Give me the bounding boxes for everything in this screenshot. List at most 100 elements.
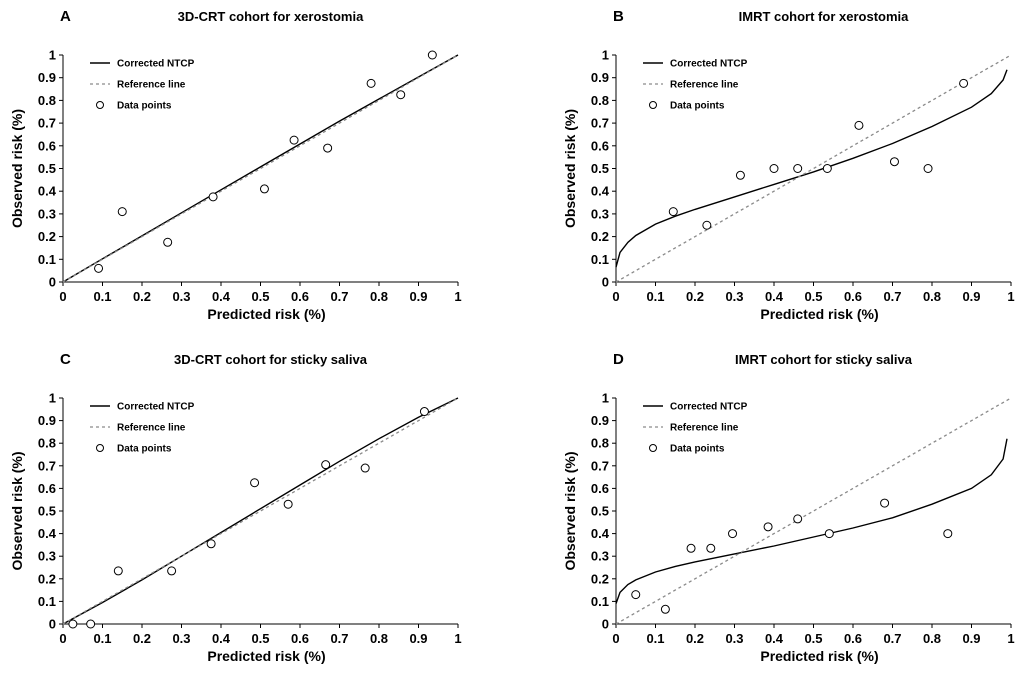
x-tick-label: 0.1 [646, 631, 664, 646]
chart-panel-c: C 3D-CRT cohort for sticky saliva 00 0.1 0.1… [9, 351, 462, 664]
x-tick-label: 0 [59, 289, 66, 304]
chart-title: IMRT cohort for xerostomia [739, 9, 910, 24]
y-tick-label: 0 [602, 275, 609, 290]
y-tick-label: 0.3 [591, 206, 609, 221]
x-tick-label: 0.8 [923, 631, 941, 646]
panel-label: D [613, 351, 624, 368]
y-tick-label: 0.3 [38, 549, 56, 564]
corrected-ntcp-curve [615, 438, 1008, 604]
data-point [668, 207, 678, 217]
data-point [259, 184, 269, 194]
x-tick-label: 0.4 [765, 289, 784, 304]
x-axis-label: Predicted risk (%) [760, 306, 878, 322]
data-point [360, 463, 370, 473]
x-tick-label: 0.3 [725, 289, 743, 304]
x-tick-label: 0.6 [291, 631, 309, 646]
panel-label: B [613, 8, 624, 25]
data-point [289, 135, 299, 145]
y-tick-label: 0.4 [591, 184, 610, 199]
data-point [94, 263, 104, 273]
data-point [880, 498, 890, 508]
y-tick-label: 0 [602, 617, 609, 632]
data-point [419, 407, 429, 417]
y-tick-label: 0.7 [591, 116, 609, 131]
data-point [206, 539, 216, 549]
panel-label: C [60, 351, 71, 368]
y-tick-label: 0 [49, 275, 56, 290]
x-tick-label: 0.7 [330, 631, 348, 646]
x-tick-label: 0.5 [251, 289, 269, 304]
x-axis-label: Predicted risk (%) [760, 648, 878, 664]
data-point [113, 566, 123, 576]
legend-entry: Reference line [670, 423, 739, 434]
x-tick-label: 0.5 [804, 631, 822, 646]
data-point [396, 90, 406, 100]
x-axis-label: Predicted risk (%) [207, 306, 325, 322]
y-tick-label: 1 [49, 391, 56, 406]
legend-entry: Data points [670, 444, 725, 455]
legend-entry: Reference line [670, 80, 739, 91]
x-tick-label: 0.2 [133, 631, 151, 646]
x-tick-label: 0.9 [409, 631, 427, 646]
data-point [366, 78, 376, 88]
data-point [822, 164, 832, 173]
y-tick-label: 0.5 [591, 161, 609, 176]
x-tick-label: 0.8 [370, 631, 388, 646]
x-tick-label: 0.3 [725, 631, 743, 646]
y-tick-label: 0.1 [591, 594, 609, 609]
x-tick-label: 0.9 [962, 631, 980, 646]
x-tick-label: 1 [1007, 289, 1014, 304]
data-point [706, 543, 716, 553]
x-tick-label: 0.3 [172, 631, 190, 646]
data-point [889, 157, 899, 167]
x-tick-label: 0.2 [133, 289, 151, 304]
y-tick-label: 0.4 [38, 526, 57, 541]
data-point [321, 460, 331, 470]
x-tick-label: 0.2 [686, 631, 704, 646]
y-tick-label: 0.9 [38, 70, 56, 85]
x-tick-label: 1 [454, 631, 461, 646]
chart-title: 3D-CRT cohort for xerostomia [178, 9, 364, 24]
data-point [769, 164, 779, 173]
data-point [68, 619, 78, 629]
data-point [631, 590, 641, 600]
data-point [854, 120, 864, 130]
x-tick-label: 1 [454, 289, 461, 304]
x-axis-label: Predicted risk (%) [207, 648, 325, 664]
data-point [660, 604, 670, 614]
x-tick-label: 0.8 [923, 289, 941, 304]
y-tick-label: 0.5 [38, 161, 56, 176]
x-tick-label: 0.5 [804, 289, 822, 304]
reference-line [615, 54, 1012, 283]
chart-title: 3D-CRT cohort for sticky saliva [174, 352, 368, 367]
y-tick-label: 0.2 [38, 571, 56, 586]
y-tick-label: 1 [602, 48, 609, 63]
x-tick-label: 1 [1007, 631, 1014, 646]
data-point [943, 529, 953, 539]
y-tick-label: 0.8 [38, 93, 56, 108]
y-tick-label: 0.7 [38, 116, 56, 131]
y-tick-label: 0.4 [591, 526, 610, 541]
x-tick-label: 0.1 [646, 289, 664, 304]
y-axis-label: Observed risk (%) [9, 451, 25, 570]
y-tick-label: 0.1 [38, 252, 56, 267]
y-tick-label: 0.3 [591, 549, 609, 564]
reference-line [62, 54, 459, 283]
data-point [86, 619, 96, 629]
reference-line [62, 397, 459, 625]
y-tick-label: 0.7 [591, 458, 609, 473]
x-tick-label: 0.4 [765, 631, 784, 646]
legend: Corrected NTCP Reference line Data points [643, 59, 748, 112]
legend-swatch-point [649, 444, 657, 452]
y-tick-label: 0.1 [591, 252, 609, 267]
x-tick-label: 0.7 [883, 631, 901, 646]
y-tick-label: 0.8 [591, 93, 609, 108]
data-point [793, 514, 803, 524]
y-tick-label: 1 [602, 391, 609, 406]
y-tick-label: 0.5 [591, 504, 609, 519]
data-point [824, 529, 834, 539]
y-tick-label: 0.4 [38, 184, 57, 199]
legend-entry: Reference line [117, 423, 186, 434]
legend-entry: Reference line [117, 80, 186, 91]
